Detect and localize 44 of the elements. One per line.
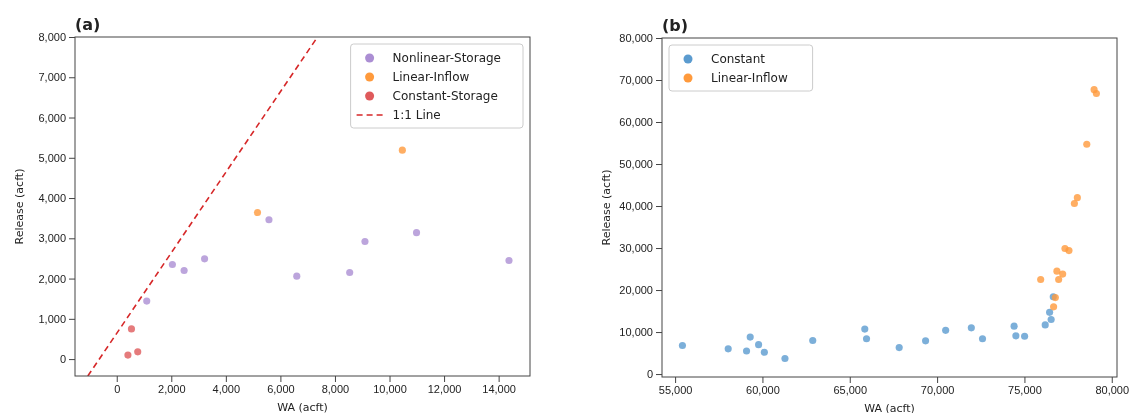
y-tick-label: 8,000 xyxy=(38,31,66,44)
y-tick-label: 10,000 xyxy=(619,326,653,339)
x-axis-title: WA (acft) xyxy=(277,401,328,413)
y-axis-title: Release (acft) xyxy=(600,169,613,246)
x-tick-label: 75,000 xyxy=(1008,383,1042,396)
x-tick-label: 8,000 xyxy=(321,382,350,395)
x-tick-label: 4,000 xyxy=(212,382,241,395)
y-tick-label: 2,000 xyxy=(38,272,66,285)
x-tick-label: 80,000 xyxy=(1095,383,1130,396)
y-tick-label: 50,000 xyxy=(619,158,653,171)
legend-label: Constant xyxy=(711,52,766,66)
x-tick-label: 6,000 xyxy=(267,382,295,395)
x-tick-label: 12,000 xyxy=(427,382,462,395)
x-tick-label: 55,000 xyxy=(658,383,693,396)
y-tick-label: 6,000 xyxy=(38,111,66,124)
x-tick-label: 14,000 xyxy=(482,382,516,395)
legend-label: Linear-Inflow xyxy=(711,71,788,85)
x-tick-label: 0 xyxy=(114,382,121,395)
x-axis-title: WA (acft) xyxy=(864,402,915,413)
x-tick-label: 70,000 xyxy=(920,383,955,396)
x-tick-label: 60,000 xyxy=(746,383,780,396)
y-axis-title: Release (acft) xyxy=(13,168,26,245)
chart-title: (b) xyxy=(662,16,689,35)
y-tick-label: 30,000 xyxy=(619,242,653,255)
x-tick-label: 2,000 xyxy=(158,382,186,395)
y-tick-label: 7,000 xyxy=(38,71,66,84)
y-tick-label: 70,000 xyxy=(619,74,653,87)
y-tick-label: 80,000 xyxy=(619,32,653,45)
x-tick-label: 65,000 xyxy=(833,383,868,396)
legend-label: Constant-Storage xyxy=(392,89,498,103)
legend-label: 1:1 Line xyxy=(392,108,441,122)
y-tick-label: 0 xyxy=(59,353,66,366)
y-tick-label: 4,000 xyxy=(38,192,66,205)
y-tick-label: 3,000 xyxy=(38,232,66,245)
y-tick-label: 60,000 xyxy=(619,116,653,129)
y-tick-label: 20,000 xyxy=(619,284,653,297)
x-tick-label: 10,000 xyxy=(373,382,407,395)
y-tick-label: 5,000 xyxy=(38,151,66,164)
y-tick-label: 0 xyxy=(646,368,653,381)
chart-title: (a) xyxy=(75,15,101,34)
legend-label: Nonlinear-Storage xyxy=(392,51,501,65)
y-tick-label: 1,000 xyxy=(38,312,66,325)
legend-label: Linear-Inflow xyxy=(392,70,470,84)
y-tick-label: 40,000 xyxy=(619,200,653,213)
